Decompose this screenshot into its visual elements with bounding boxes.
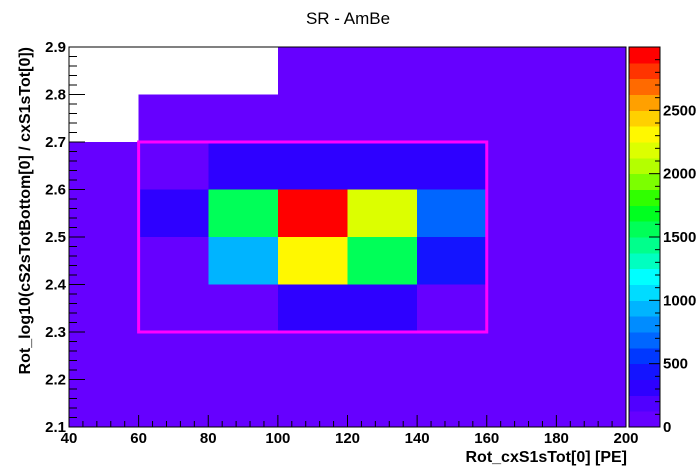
x-tick-label: 40 [61,430,78,447]
colorbar-swatch [629,268,660,285]
y-tick-label: 2.2 [45,372,66,389]
heatmap-cell [208,189,278,237]
heatmap-cell [69,189,139,237]
y-tick-label: 2.1 [45,419,66,436]
colorbar-swatch [629,142,660,159]
x-axis-label: Rot_cxS1sTot[0] [PE] [465,449,627,466]
colorbar-swatch [629,126,660,143]
colorbar-swatch [629,62,660,80]
y-tick-label: 2.3 [45,324,66,341]
y-tick-label: 2.9 [45,39,66,56]
heatmap-cell [277,189,348,237]
heatmap-cell [347,237,418,285]
colorbar-swatch [629,316,660,333]
colorbar-swatch [629,284,660,301]
heatmap-cells [69,47,626,427]
heatmap-cell [208,142,487,190]
heatmap-cell [486,189,626,237]
colorbar-swatch [629,411,660,428]
colorbar-swatch [629,205,660,222]
heatmap-cell [277,47,626,95]
heatmap-cell [277,284,418,332]
heatmap-cell [417,237,487,285]
colorbar-swatch [629,110,660,127]
colorbar-swatch [629,47,660,64]
x-tick-label: 180 [544,430,569,447]
colorbar-swatch [629,157,660,175]
heatmap-cell [138,189,209,237]
y-axis-label: Rot_log10(cS2sTotBottom[0] / cxS1sTot[0]… [17,47,34,374]
heatmap-cell [417,189,487,237]
x-tick-label: 60 [130,430,147,447]
colorbar-swatch [629,78,660,95]
color-bar: 0 500 1000 1500 2000 2500 [628,46,696,436]
heatmap-cell [138,94,626,142]
x-tick-label: 120 [335,430,360,447]
colorbar-swatch [629,173,660,190]
colorbar-swatch [629,189,660,206]
y-tick-label: 2.8 [45,87,66,104]
colorbar-tick-label: 1500 [663,229,696,246]
colorbar-swatch [629,395,660,412]
x-tick-label: 200 [613,430,638,447]
colorbar-swatch [629,300,660,317]
heatmap-cell [69,332,626,427]
y-tick-label: 2.7 [45,134,66,151]
colorbar-swatch [629,347,660,365]
colorbar-swatch [629,332,660,349]
heatmap-cell [208,237,278,285]
x-tick-label: 100 [265,430,290,447]
heatmap-cell [347,189,418,237]
colorbar-swatch [629,363,660,380]
heatmap-cell [208,284,278,332]
colorbar-swatch [629,252,660,270]
heatmap-cell [417,284,626,332]
y-axis: 2.1 2.2 2.3 2.4 2.5 2.6 2.7 2.8 2.9 [45,39,85,436]
colorbar-tick-label: 500 [663,356,688,373]
heatmap-cell [277,237,348,285]
heatmap-cell [486,237,626,285]
heatmap-cell [138,142,209,190]
colorbar-tick-label: 2500 [663,102,696,119]
y-tick-label: 2.4 [45,277,67,294]
colorbar-tick-label: 1000 [663,292,696,309]
y-tick-label: 2.5 [45,229,66,246]
x-tick-label: 160 [474,430,499,447]
colorbar-tick-label: 2000 [663,166,696,183]
x-tick-label: 80 [200,430,217,447]
colorbar-swatch [629,379,660,396]
signal-region-box [137,140,489,334]
chart-title: SR - AmBe [306,9,390,28]
region-box-outline [137,140,489,334]
colorbar-tick-label: 0 [663,419,671,436]
x-tick-label: 140 [405,430,430,447]
y-tick-label: 2.6 [45,182,66,199]
heatmap-cell [486,142,626,190]
colorbar-swatch [629,237,660,254]
colorbar-swatch [629,221,660,238]
x-axis: 40 60 80 100 120 140 160 180 200 [61,415,639,447]
colorbar-swatch [629,94,660,111]
